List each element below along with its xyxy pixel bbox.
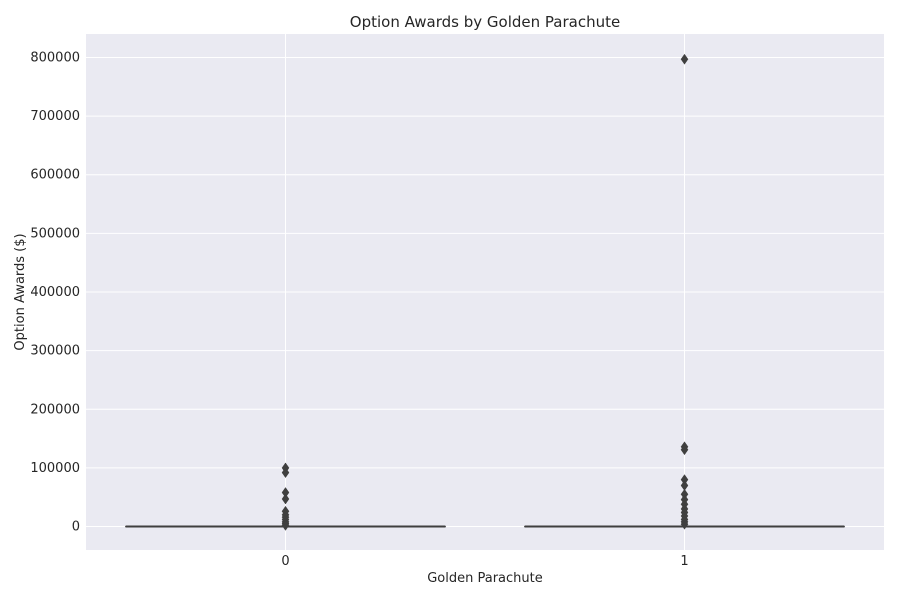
x-tick-label: 0 bbox=[281, 554, 289, 569]
y-tick-label: 800000 bbox=[30, 50, 80, 65]
y-tick-label: 0 bbox=[72, 520, 80, 535]
y-tick-label: 200000 bbox=[30, 402, 80, 417]
outlier-point bbox=[680, 444, 689, 456]
y-tick-label: 600000 bbox=[30, 168, 80, 183]
outlier-point bbox=[281, 467, 290, 479]
outlier-point bbox=[680, 53, 689, 65]
y-tick-label: 300000 bbox=[30, 344, 80, 359]
outlier-point bbox=[680, 518, 689, 530]
y-tick-label: 500000 bbox=[30, 226, 80, 241]
x-tick-label: 1 bbox=[680, 554, 688, 569]
x-axis-label: Golden Parachute bbox=[427, 571, 543, 586]
y-tick-label: 700000 bbox=[30, 109, 80, 124]
y-tick-label: 100000 bbox=[30, 461, 80, 476]
y-axis-label: Option Awards ($) bbox=[13, 233, 28, 350]
chart-title: Option Awards by Golden Parachute bbox=[350, 13, 620, 31]
outliers bbox=[281, 53, 689, 531]
outlier-point bbox=[281, 519, 290, 531]
y-tick-label: 400000 bbox=[30, 285, 80, 300]
outlier-point bbox=[281, 493, 290, 505]
y-axis-ticks: 0 100000 200000 300000 400000 500000 600000 700… bbox=[30, 50, 80, 534]
